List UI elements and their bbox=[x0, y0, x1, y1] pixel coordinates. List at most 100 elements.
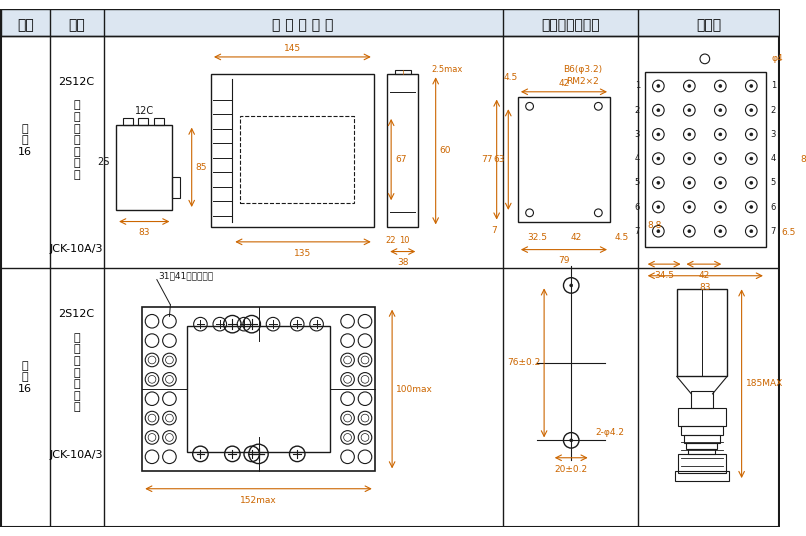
Bar bbox=[123, 118, 133, 125]
Text: 185MAX: 185MAX bbox=[746, 379, 783, 388]
Text: 1: 1 bbox=[634, 81, 640, 91]
Text: 2.5max: 2.5max bbox=[431, 65, 463, 74]
Circle shape bbox=[719, 230, 721, 233]
Text: 5: 5 bbox=[634, 178, 640, 187]
Circle shape bbox=[657, 230, 660, 233]
Text: 135: 135 bbox=[294, 249, 312, 258]
Circle shape bbox=[719, 181, 721, 184]
Circle shape bbox=[657, 205, 660, 209]
Text: 42: 42 bbox=[698, 271, 709, 280]
Bar bbox=[387, 75, 418, 227]
Text: 附
图
16: 附 图 16 bbox=[19, 124, 32, 157]
Text: RM2×2: RM2×2 bbox=[567, 77, 599, 86]
Circle shape bbox=[750, 85, 753, 87]
Text: B6(φ3.2): B6(φ3.2) bbox=[563, 65, 602, 74]
Text: 79: 79 bbox=[559, 256, 570, 265]
Bar bbox=[687, 443, 717, 449]
Circle shape bbox=[657, 109, 660, 111]
Text: 安装开孔尺寸图: 安装开孔尺寸图 bbox=[541, 18, 600, 32]
Circle shape bbox=[719, 133, 721, 136]
Bar bbox=[187, 326, 330, 452]
Circle shape bbox=[750, 109, 753, 111]
Bar bbox=[1, 10, 779, 35]
Text: 结构: 结构 bbox=[69, 18, 85, 32]
Circle shape bbox=[750, 181, 753, 184]
Text: 100max: 100max bbox=[396, 384, 433, 393]
Bar bbox=[116, 125, 172, 210]
Text: 6: 6 bbox=[771, 203, 776, 212]
Text: JCK-10A/3: JCK-10A/3 bbox=[50, 244, 103, 254]
Text: 85: 85 bbox=[800, 155, 806, 164]
Circle shape bbox=[719, 205, 721, 209]
Circle shape bbox=[719, 157, 721, 160]
Text: 2-φ4.2: 2-φ4.2 bbox=[596, 428, 625, 437]
Text: 63: 63 bbox=[493, 155, 505, 164]
Circle shape bbox=[688, 109, 691, 111]
Bar bbox=[678, 454, 726, 473]
Text: 3: 3 bbox=[771, 130, 776, 139]
Circle shape bbox=[657, 133, 660, 136]
Text: 76±0.2: 76±0.2 bbox=[507, 359, 540, 367]
Text: 2S12C: 2S12C bbox=[58, 309, 94, 319]
Text: 2: 2 bbox=[771, 106, 776, 115]
Text: 85: 85 bbox=[196, 163, 207, 172]
Circle shape bbox=[750, 230, 753, 233]
Text: 4: 4 bbox=[771, 154, 776, 163]
Text: 7: 7 bbox=[491, 226, 496, 235]
Bar bbox=[688, 449, 716, 454]
Text: 152max: 152max bbox=[240, 495, 277, 504]
Bar bbox=[172, 177, 180, 198]
Bar bbox=[240, 116, 355, 203]
Text: 8.8: 8.8 bbox=[647, 221, 662, 230]
Text: 32.5: 32.5 bbox=[527, 234, 547, 242]
Circle shape bbox=[688, 85, 691, 87]
Text: JCK-10A/3: JCK-10A/3 bbox=[50, 450, 103, 460]
Text: 4: 4 bbox=[634, 154, 640, 163]
Circle shape bbox=[570, 284, 573, 287]
Text: 凸
出
式
板
后
接
线: 凸 出 式 板 后 接 线 bbox=[73, 100, 80, 180]
Circle shape bbox=[657, 85, 660, 87]
Circle shape bbox=[688, 205, 691, 209]
Bar bbox=[139, 118, 148, 125]
Text: 4.5: 4.5 bbox=[614, 234, 629, 242]
Text: 附
图
16: 附 图 16 bbox=[19, 361, 32, 394]
Circle shape bbox=[719, 109, 721, 111]
Text: 60: 60 bbox=[439, 146, 451, 155]
Text: 42: 42 bbox=[571, 234, 582, 242]
Bar bbox=[645, 72, 766, 247]
Text: 31、41为电流端子: 31、41为电流端子 bbox=[158, 271, 213, 280]
Text: 端子图: 端子图 bbox=[696, 18, 721, 32]
Text: 4.5: 4.5 bbox=[503, 73, 517, 82]
Text: 2: 2 bbox=[634, 106, 640, 115]
Text: 20±0.2: 20±0.2 bbox=[555, 465, 588, 473]
Text: 34.5: 34.5 bbox=[654, 271, 674, 280]
Text: 凸
出
式
板
前
接
线: 凸 出 式 板 前 接 线 bbox=[73, 333, 80, 412]
Bar bbox=[692, 391, 713, 408]
Bar bbox=[518, 96, 610, 222]
Circle shape bbox=[688, 157, 691, 160]
Bar bbox=[677, 289, 727, 376]
Text: 7: 7 bbox=[771, 227, 776, 236]
Text: 67: 67 bbox=[395, 155, 406, 164]
Text: 42: 42 bbox=[559, 79, 570, 88]
Bar bbox=[678, 408, 726, 426]
Text: 6: 6 bbox=[634, 203, 640, 212]
Bar bbox=[143, 307, 375, 471]
Text: 83: 83 bbox=[700, 282, 711, 292]
Text: 图号: 图号 bbox=[17, 18, 34, 32]
Text: φ4: φ4 bbox=[771, 54, 783, 63]
Circle shape bbox=[719, 85, 721, 87]
Circle shape bbox=[657, 157, 660, 160]
Text: 2S12C: 2S12C bbox=[58, 77, 94, 87]
Text: 22: 22 bbox=[385, 236, 396, 245]
Text: 10: 10 bbox=[400, 236, 410, 245]
Circle shape bbox=[688, 133, 691, 136]
Circle shape bbox=[688, 181, 691, 184]
Text: 6.5: 6.5 bbox=[781, 228, 796, 237]
Text: 外 形 尺 寸 图: 外 形 尺 寸 图 bbox=[272, 18, 334, 32]
Text: 1: 1 bbox=[771, 81, 776, 91]
Circle shape bbox=[688, 230, 691, 233]
Circle shape bbox=[570, 439, 573, 442]
Bar bbox=[395, 70, 410, 75]
Text: 2S: 2S bbox=[97, 158, 110, 167]
